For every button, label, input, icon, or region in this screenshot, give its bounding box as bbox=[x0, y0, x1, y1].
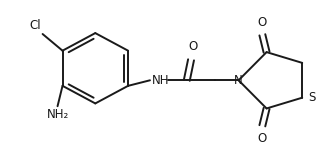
Text: S: S bbox=[308, 91, 316, 104]
Text: O: O bbox=[257, 132, 266, 145]
Text: Cl: Cl bbox=[29, 19, 41, 32]
Text: N: N bbox=[234, 74, 243, 87]
Text: O: O bbox=[188, 40, 198, 53]
Text: NH: NH bbox=[152, 74, 169, 87]
Text: O: O bbox=[257, 16, 266, 29]
Text: NH₂: NH₂ bbox=[46, 108, 69, 121]
